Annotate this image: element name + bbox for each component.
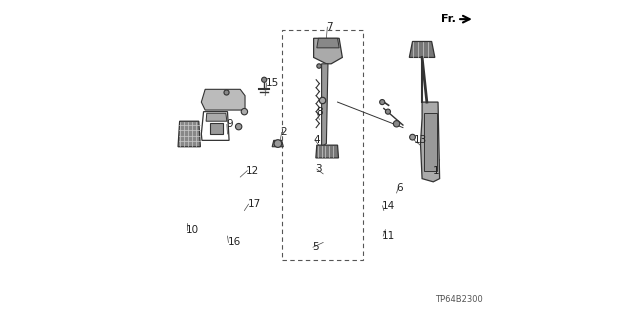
Bar [282, 30, 363, 260]
Circle shape [385, 109, 390, 114]
Text: 5: 5 [312, 242, 319, 252]
Text: TP64B2300: TP64B2300 [435, 295, 483, 304]
Polygon shape [420, 102, 440, 182]
Circle shape [319, 97, 326, 104]
Text: 1: 1 [433, 166, 440, 176]
Polygon shape [410, 41, 435, 57]
Text: 6: 6 [397, 183, 403, 193]
Circle shape [394, 121, 400, 127]
Text: 17: 17 [248, 199, 261, 209]
Polygon shape [317, 38, 339, 48]
Bar [424, 113, 437, 171]
Polygon shape [178, 121, 200, 147]
Circle shape [274, 140, 282, 147]
Text: 8: 8 [316, 107, 323, 117]
Text: 14: 14 [381, 201, 395, 211]
Text: Fr.: Fr. [441, 14, 456, 24]
Circle shape [317, 64, 321, 68]
Bar [210, 123, 223, 134]
Text: 9: 9 [226, 119, 232, 130]
Polygon shape [316, 145, 339, 158]
Circle shape [241, 108, 248, 115]
Polygon shape [206, 113, 227, 121]
Polygon shape [314, 38, 342, 64]
Text: 10: 10 [186, 225, 199, 235]
Polygon shape [272, 140, 284, 147]
Circle shape [236, 123, 242, 130]
Polygon shape [202, 89, 245, 110]
Text: 13: 13 [413, 135, 427, 145]
Text: 15: 15 [266, 78, 279, 88]
Text: 3: 3 [316, 164, 322, 174]
Text: 7: 7 [326, 22, 333, 32]
Text: 16: 16 [227, 237, 241, 248]
Text: 4: 4 [314, 135, 320, 145]
Circle shape [224, 90, 229, 95]
Text: 2: 2 [280, 127, 287, 137]
Text: 12: 12 [246, 166, 259, 176]
Circle shape [410, 134, 415, 140]
Circle shape [380, 100, 385, 105]
Polygon shape [321, 64, 328, 147]
Text: 11: 11 [382, 231, 396, 241]
Circle shape [262, 77, 267, 82]
